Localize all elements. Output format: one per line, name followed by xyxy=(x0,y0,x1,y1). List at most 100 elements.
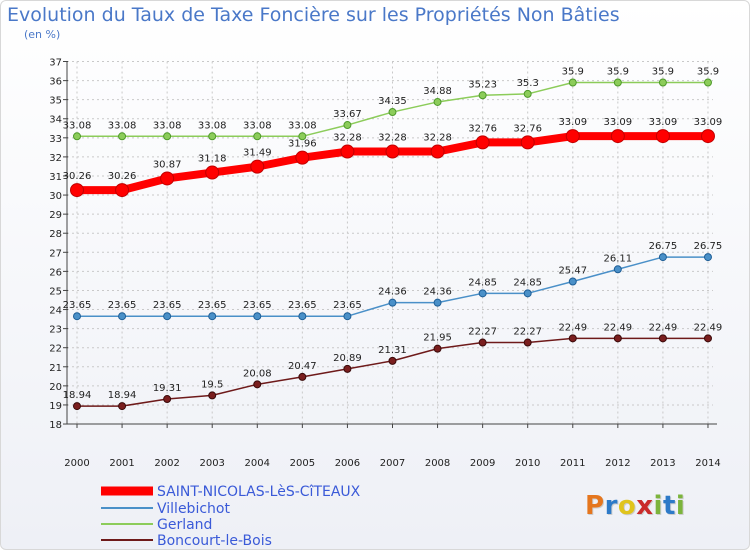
x-tick-label: 2009 xyxy=(470,458,495,469)
data-point-gerland xyxy=(388,108,397,117)
data-point-boncourt xyxy=(703,334,712,343)
y-tick-label: 25 xyxy=(49,286,62,297)
x-tick-label: 2008 xyxy=(425,458,450,469)
data-point-boncourt xyxy=(523,338,532,347)
data-label-boncourt: 20.47 xyxy=(288,361,317,372)
data-point-boncourt xyxy=(343,364,352,373)
x-tick-label: 2010 xyxy=(515,458,540,469)
data-point-villebichot xyxy=(208,312,217,321)
data-point-villebichot xyxy=(118,312,127,321)
data-point-gerland xyxy=(208,132,217,141)
data-label-boncourt: 20.08 xyxy=(243,368,272,379)
data-labels: 30.26 30.26 30.87 31.18 31.49 31.96 32.28 32.28… xyxy=(63,66,723,401)
data-point-villebichot xyxy=(433,298,442,307)
y-tick-label: 26 xyxy=(49,267,62,278)
data-point-gerland xyxy=(613,78,622,87)
y-tick-label: 18 xyxy=(49,420,62,431)
y-tick-label: 23 xyxy=(49,325,62,336)
data-point-gerland xyxy=(73,132,81,141)
data-label-villebichot: 26.75 xyxy=(649,241,678,252)
data-label-villebichot: 23.65 xyxy=(333,300,362,311)
data-point-boncourt xyxy=(433,344,442,353)
data-point-saint_nicolas xyxy=(70,183,84,198)
data-label-saint_nicolas: 33.09 xyxy=(604,117,633,128)
data-point-boncourt xyxy=(388,356,397,365)
data-label-gerland: 33.08 xyxy=(198,120,227,131)
x-tick-label: 2001 xyxy=(109,458,134,469)
data-point-gerland xyxy=(523,89,532,98)
data-point-gerland xyxy=(658,78,667,87)
data-label-gerland: 33.08 xyxy=(243,120,272,131)
data-label-boncourt: 21.31 xyxy=(378,345,407,356)
x-tick-label: 2013 xyxy=(650,458,675,469)
chart-title: Evolution du Taux de Taxe Foncière sur l… xyxy=(7,4,620,26)
x-tick-label: 2011 xyxy=(560,458,585,469)
data-point-saint_nicolas xyxy=(385,144,400,159)
data-label-villebichot: 25.47 xyxy=(558,265,587,276)
data-label-gerland: 34.35 xyxy=(378,96,407,107)
x-tick-label: 2004 xyxy=(245,458,270,469)
data-point-saint_nicolas xyxy=(565,129,580,144)
data-point-gerland xyxy=(433,97,442,106)
data-label-saint_nicolas: 31.96 xyxy=(288,139,317,150)
data-point-saint_nicolas xyxy=(430,144,445,159)
data-point-boncourt xyxy=(208,391,217,400)
data-label-saint_nicolas: 32.28 xyxy=(423,133,452,144)
data-point-saint_nicolas xyxy=(340,144,355,159)
data-point-saint_nicolas xyxy=(160,171,175,186)
data-label-boncourt: 22.49 xyxy=(694,322,723,333)
data-label-villebichot: 24.85 xyxy=(468,277,497,288)
data-label-boncourt: 22.49 xyxy=(558,322,587,333)
data-label-saint_nicolas: 33.09 xyxy=(558,117,587,128)
data-label-villebichot: 23.65 xyxy=(63,300,92,311)
data-point-saint_nicolas xyxy=(295,150,310,165)
x-tick-label: 2003 xyxy=(199,458,224,469)
y-tick-label: 27 xyxy=(49,248,62,259)
y-tick-label: 24 xyxy=(49,306,62,317)
data-label-boncourt: 22.49 xyxy=(649,322,678,333)
legend: SAINT-NICOLAS-LèS-CîTEAUXVillebichotGerl… xyxy=(101,484,361,549)
y-unit-label: (en %) xyxy=(24,28,61,41)
data-point-gerland xyxy=(703,78,712,87)
data-point-boncourt xyxy=(568,334,577,343)
data-label-saint_nicolas: 30.87 xyxy=(153,159,182,170)
data-point-villebichot xyxy=(73,312,81,321)
y-tick-label: 31 xyxy=(49,172,62,183)
x-tick-label: 2012 xyxy=(605,458,630,469)
data-point-villebichot xyxy=(613,265,622,274)
data-label-saint_nicolas: 30.26 xyxy=(108,171,137,182)
data-point-villebichot xyxy=(523,289,532,298)
data-label-villebichot: 24.36 xyxy=(378,287,407,298)
data-label-villebichot: 23.65 xyxy=(288,300,317,311)
data-point-saint_nicolas xyxy=(475,135,490,150)
data-label-gerland: 33.08 xyxy=(63,120,92,131)
data-point-gerland xyxy=(478,91,487,100)
y-tick-label: 20 xyxy=(49,382,62,393)
data-label-saint_nicolas: 32.76 xyxy=(468,123,497,134)
data-point-saint_nicolas xyxy=(205,165,220,180)
proxiti-logo: Proxiti xyxy=(585,491,685,521)
logo-letter: r xyxy=(604,491,618,521)
data-point-villebichot xyxy=(343,312,352,321)
data-label-boncourt: 19.31 xyxy=(153,383,182,394)
data-point-villebichot xyxy=(163,312,172,321)
data-label-boncourt: 21.95 xyxy=(423,333,452,344)
data-label-villebichot: 23.65 xyxy=(243,300,272,311)
data-point-saint_nicolas xyxy=(115,183,130,198)
data-label-gerland: 35.9 xyxy=(607,66,629,77)
data-label-saint_nicolas: 32.28 xyxy=(333,133,362,144)
data-point-villebichot xyxy=(388,298,397,307)
data-point-boncourt xyxy=(118,402,127,411)
data-point-villebichot xyxy=(253,312,262,321)
data-label-villebichot: 26.75 xyxy=(694,241,723,252)
data-label-boncourt: 20.89 xyxy=(333,353,362,364)
data-label-villebichot: 26.11 xyxy=(604,253,633,264)
y-tick-label: 35 xyxy=(49,96,62,107)
y-tick-label: 19 xyxy=(49,401,62,412)
data-point-saint_nicolas xyxy=(250,159,265,174)
x-tick-label: 2002 xyxy=(154,458,179,469)
x-tick-label: 2014 xyxy=(695,458,720,469)
y-tick-label: 22 xyxy=(49,344,62,355)
